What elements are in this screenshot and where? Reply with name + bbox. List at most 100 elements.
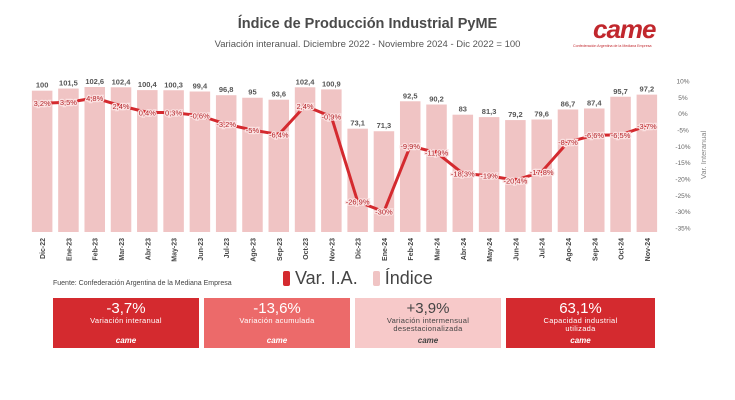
source-note: Fuente: Confederación Argentina de la Me… xyxy=(53,280,232,287)
card-value: -3,7% xyxy=(106,300,146,317)
var-ia-point-Feb-23 xyxy=(92,95,98,101)
var-ia-point-Jun-24 xyxy=(512,177,518,183)
bar-Jun-23 xyxy=(189,91,211,232)
x-tick-label: Jun-23 xyxy=(198,238,205,261)
y2-tick-label: -15% xyxy=(675,160,690,167)
var-ia-point-Abr-23 xyxy=(144,109,150,115)
bar-label: 83 xyxy=(459,105,467,114)
var-ia-point-May-23 xyxy=(171,110,177,116)
var-ia-point-Ago-24 xyxy=(565,139,571,145)
bar-Oct-24 xyxy=(610,96,631,232)
line-label: -0,6% xyxy=(190,112,210,121)
line-label: -6,6% xyxy=(584,131,604,140)
y2-axis-label: Var. Interanual xyxy=(699,131,708,180)
line-label: -17,8% xyxy=(530,168,554,177)
card-label: Variación intermensual desestacionalizad… xyxy=(386,316,470,333)
bar-Ene-23 xyxy=(58,88,79,232)
line-label: -3,7% xyxy=(637,122,657,131)
y2-tick-label: 5% xyxy=(678,95,688,102)
bar-label: 100,9 xyxy=(322,79,341,88)
bar-Feb-24 xyxy=(399,101,421,232)
bar-May-23 xyxy=(163,90,184,232)
line-label: -20,4% xyxy=(504,176,528,185)
line-label: -11,9% xyxy=(425,149,449,158)
line-label: -6,4% xyxy=(269,131,289,140)
card-variacion-interanual: -3,7% Variación interanual came xyxy=(53,298,199,348)
bar-Feb-23 xyxy=(84,87,105,232)
var-ia-point-May-24 xyxy=(486,173,492,179)
var-ia-point-Jun-23 xyxy=(197,113,203,119)
var-ia-point-Nov-23 xyxy=(328,114,334,120)
y2-tick-label: -10% xyxy=(675,144,690,151)
x-tick-label: Ago-24 xyxy=(566,238,573,262)
x-tick-label: Abr-24 xyxy=(461,238,468,260)
came-logo: came xyxy=(593,14,656,44)
var-ia-point-Feb-24 xyxy=(407,143,413,149)
x-tick-label: Ene-23 xyxy=(66,238,73,261)
bar-Nov-24 xyxy=(636,94,658,232)
bar-label: 102,4 xyxy=(112,77,132,86)
came-logo-subtext: Confederación Argentina de la Mediana Em… xyxy=(573,44,652,48)
y2-tick-label: -25% xyxy=(675,193,690,200)
bar-Ago-24 xyxy=(557,109,579,232)
bar-Jul-23 xyxy=(215,95,237,232)
y2-tick-label: 0% xyxy=(678,111,688,118)
card-value: 63,1% xyxy=(559,300,602,317)
bar-label: 92,5 xyxy=(403,91,418,100)
var-ia-point-Nov-24 xyxy=(644,123,650,129)
came-card-logo: came xyxy=(266,336,288,345)
came-card-logo: came xyxy=(115,336,137,345)
x-tick-label: Jul-23 xyxy=(224,238,231,258)
line-label: -0,9% xyxy=(322,113,342,122)
bar-Dic-23 xyxy=(347,128,368,232)
x-tick-label: Sep-23 xyxy=(277,238,284,261)
x-tick-label: Mar-24 xyxy=(435,238,442,261)
x-tick-label: Mar-23 xyxy=(119,238,126,261)
var-ia-point-Ene-24 xyxy=(381,209,387,215)
var-ia-point-Dic-23 xyxy=(355,198,361,205)
line-label: -3,2% xyxy=(216,120,236,129)
came-card-logo: came xyxy=(417,336,439,345)
var-ia-point-Dic-22 xyxy=(39,100,45,106)
bar-label: 90,2 xyxy=(429,95,444,104)
bar-label: 81,3 xyxy=(482,107,497,116)
line-label: 3,5% xyxy=(60,98,77,107)
bar-label: 87,4 xyxy=(587,98,602,107)
x-tick-label: Jun-24 xyxy=(513,238,520,261)
var-ia-point-Jul-23 xyxy=(223,121,229,127)
bar-label: 95,7 xyxy=(613,87,628,96)
bar-label: 79,6 xyxy=(534,110,549,119)
bar-label: 93,6 xyxy=(271,90,286,99)
bar-Mar-23 xyxy=(110,87,132,232)
bar-label: 71,3 xyxy=(377,121,392,130)
line-label: -9,9% xyxy=(400,142,420,151)
chart-title: Índice de Producción Industrial PyME xyxy=(237,16,498,32)
x-tick-label: Sep-24 xyxy=(592,238,599,261)
x-tick-label: Oct-23 xyxy=(303,238,310,260)
legend-swatch-var xyxy=(283,271,290,286)
line-label: 3,2% xyxy=(34,99,51,108)
card-capacidad-utilizada: 63,1% Capacidad industrial utilizada cam… xyxy=(506,298,655,348)
x-tick-label: May-23 xyxy=(172,238,179,262)
x-tick-label: Dic-23 xyxy=(356,238,363,259)
bar-Ago-23 xyxy=(242,97,263,232)
card-label: Variación acumulada xyxy=(239,316,315,325)
line-label: -26,9% xyxy=(346,198,370,207)
bar-Mar-24 xyxy=(426,104,447,232)
x-tick-label: Ene-24 xyxy=(382,238,389,261)
chart-area: 10% 5% 0% -5% -10% -15% -20% -25% -30% -35% Var. I… xyxy=(31,77,708,262)
var-ia-point-Mar-23 xyxy=(118,103,124,109)
line-label: 2,4% xyxy=(297,102,314,111)
bar-Sep-24 xyxy=(584,108,605,232)
line-label: 0,3% xyxy=(165,109,182,118)
legend-label-indice: Índice xyxy=(384,268,433,288)
var-ia-point-Sep-23 xyxy=(276,131,282,138)
y2-tick-label: 10% xyxy=(676,79,689,86)
bar-Ene-24 xyxy=(373,131,395,232)
x-tick-label: Dic-22 xyxy=(40,238,47,259)
x-tick-label: May-24 xyxy=(487,238,494,262)
bar-Nov-23 xyxy=(321,89,342,233)
bar-label: 100,4 xyxy=(138,80,158,89)
bar-label: 101,5 xyxy=(59,79,78,88)
line-label: 2,4% xyxy=(112,102,129,111)
